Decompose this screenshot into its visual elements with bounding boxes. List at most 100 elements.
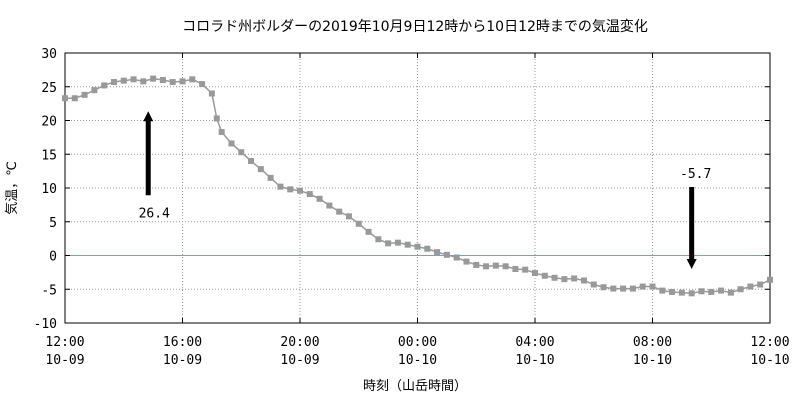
y-tick-label: 5 xyxy=(49,216,57,231)
data-point xyxy=(483,263,490,270)
x-tick-label-time: 04:00 xyxy=(515,335,554,350)
data-point xyxy=(727,289,734,296)
data-point xyxy=(688,290,695,297)
data-point xyxy=(159,77,166,83)
y-tick-label: -5 xyxy=(41,283,57,298)
data-point xyxy=(757,281,764,288)
data-point xyxy=(590,281,597,288)
data-point xyxy=(463,258,470,265)
x-tick-label-time: 00:00 xyxy=(398,335,437,350)
data-point xyxy=(747,283,754,290)
y-tick-label: 10 xyxy=(41,182,57,197)
y-tick-label: 30 xyxy=(41,47,57,62)
data-point xyxy=(71,95,78,102)
data-point xyxy=(394,239,401,246)
data-point xyxy=(238,149,245,156)
data-point xyxy=(267,174,274,181)
data-point xyxy=(130,76,137,83)
y-tick-label: 0 xyxy=(49,250,57,265)
data-point xyxy=(649,283,656,290)
x-tick-label-time: 20:00 xyxy=(280,335,319,350)
annotations: 26.4 -5.7 xyxy=(139,111,711,269)
data-point xyxy=(287,186,294,193)
data-point xyxy=(414,243,421,250)
data-point xyxy=(336,208,343,215)
data-point xyxy=(610,285,617,292)
annotation-label: -5.7 xyxy=(680,167,711,182)
data-point xyxy=(248,158,255,164)
data-point xyxy=(120,77,127,84)
data-point xyxy=(208,90,215,97)
data-point xyxy=(502,263,509,270)
x-tick-label-date: 10-09 xyxy=(280,353,319,368)
data-point xyxy=(434,249,441,256)
data-point xyxy=(365,228,372,235)
data-point xyxy=(541,272,548,279)
x-axis-ticks: 12:00 10-09 16:00 10-09 20:00 10-09 00:00 10-10… xyxy=(45,53,790,368)
x-tick-label-date: 10-10 xyxy=(398,353,437,368)
data-point xyxy=(355,220,362,227)
data-point xyxy=(561,276,568,283)
data-point xyxy=(698,288,705,295)
annotation-label: 26.4 xyxy=(139,206,170,221)
y-tick-label: 20 xyxy=(41,115,57,130)
data-point xyxy=(345,213,352,220)
data-point xyxy=(316,195,323,202)
x-tick-label-date: 10-10 xyxy=(515,353,554,368)
y-axis-label: 気温，℃ xyxy=(4,161,20,215)
annotation-arrowhead xyxy=(143,111,154,122)
temperature-series xyxy=(62,75,773,297)
data-point xyxy=(473,261,480,268)
grid-lines xyxy=(65,53,770,323)
data-point xyxy=(257,166,264,173)
data-point xyxy=(326,202,333,209)
data-point xyxy=(629,285,636,292)
data-point xyxy=(297,187,303,194)
x-tick-label-date: 10-10 xyxy=(633,353,672,368)
x-tick-label-date: 10-10 xyxy=(750,353,789,368)
data-point xyxy=(522,266,529,273)
data-point xyxy=(424,245,431,252)
data-point xyxy=(620,285,627,292)
data-point xyxy=(639,283,646,290)
data-point xyxy=(101,82,108,89)
data-point xyxy=(228,140,235,147)
x-tick-label-time: 12:00 xyxy=(45,335,84,350)
chart-title: コロラド州ボルダーの2019年10月9日12時から10日12時までの気温変化 xyxy=(182,18,648,35)
y-tick-label: -10 xyxy=(34,317,57,332)
y-axis-ticks: -10 -5 0 5 10 15 20 25 30 xyxy=(34,47,770,332)
data-point xyxy=(669,288,676,295)
data-point xyxy=(453,254,460,261)
data-point xyxy=(150,75,157,82)
data-point xyxy=(306,191,313,198)
data-point xyxy=(678,289,685,296)
data-point xyxy=(551,274,558,281)
y-tick-label: 15 xyxy=(41,148,57,163)
data-point xyxy=(375,236,382,243)
data-point xyxy=(179,78,186,85)
data-point xyxy=(199,81,206,88)
data-point xyxy=(737,286,744,293)
data-point xyxy=(580,277,587,284)
x-axis-label: 時刻（山岳時間） xyxy=(363,379,467,394)
annotation-arrowhead xyxy=(686,258,697,269)
data-point xyxy=(492,262,499,269)
x-tick-label-date: 10-09 xyxy=(163,353,202,368)
data-point xyxy=(512,266,519,272)
x-tick-label-time: 16:00 xyxy=(163,335,202,350)
data-point xyxy=(213,115,220,122)
data-point xyxy=(659,287,666,294)
data-point xyxy=(600,284,607,291)
data-point xyxy=(91,87,98,94)
data-point xyxy=(532,270,538,277)
x-tick-label-date: 10-09 xyxy=(45,353,84,368)
x-tick-label-time: 12:00 xyxy=(750,335,789,350)
data-point xyxy=(708,288,715,295)
data-point xyxy=(404,241,411,248)
data-point xyxy=(385,240,392,247)
data-point xyxy=(62,95,68,102)
data-point xyxy=(571,275,578,282)
data-point xyxy=(189,76,196,83)
